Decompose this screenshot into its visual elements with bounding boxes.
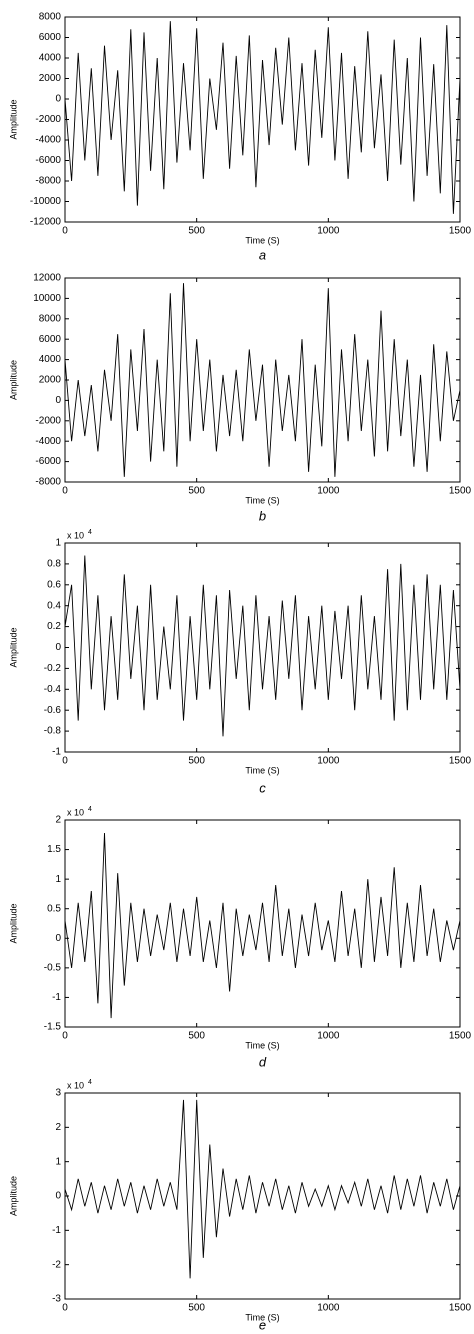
x-axis-label: Time (S): [245, 495, 279, 505]
y-tick-label: -2000: [35, 415, 61, 426]
y-tick-label: -0.2: [44, 663, 62, 674]
x-tick-label: 1500: [449, 486, 472, 497]
y-tick-label: 1.5: [47, 844, 61, 855]
caption: d: [259, 1054, 267, 1069]
plot-frame: [64, 277, 461, 483]
plot-frame: [64, 1092, 461, 1300]
y-tick-label: 2: [55, 815, 61, 826]
y-tick-label: -2: [52, 1259, 61, 1270]
y-tick-label: 2000: [39, 375, 62, 386]
y-tick-label: -4000: [35, 436, 61, 447]
x-tick-label: 0: [62, 1031, 68, 1042]
x-tick-label: 1000: [317, 1303, 340, 1314]
y-tick-label: -1: [52, 747, 61, 758]
y-tick-label: -1: [52, 1225, 61, 1236]
x-tick-label: 0: [62, 486, 68, 497]
signal-line: [64, 21, 461, 214]
x-tick-label: 1500: [449, 756, 472, 767]
x-tick-label: 1000: [317, 1031, 340, 1042]
y-tick-label: 1: [55, 1156, 61, 1167]
caption: a: [259, 247, 266, 262]
y-axis-label: Amplitude: [8, 99, 18, 139]
y-tick-label: 0.6: [47, 579, 61, 590]
x-tick-label: 1000: [317, 226, 340, 237]
y-tick-label: 2000: [39, 73, 62, 84]
y-multiplier: x 10: [67, 807, 84, 817]
signal-line: [64, 832, 461, 1019]
y-tick-label: 0: [55, 94, 61, 105]
y-tick-label: 12000: [33, 273, 61, 284]
x-axis-label: Time (S): [245, 235, 279, 245]
signal-line: [64, 1099, 461, 1279]
y-multiplier-exponent: 4: [88, 529, 92, 536]
x-tick-label: 1000: [317, 756, 340, 767]
y-tick-label: -0.6: [44, 705, 62, 716]
x-axis-label: Time (S): [245, 1040, 279, 1050]
y-tick-label: 4000: [39, 354, 62, 365]
y-tick-label: 6000: [39, 32, 62, 43]
y-multiplier: x 10: [67, 1080, 84, 1090]
plot-frame: [64, 819, 461, 1028]
y-tick-label: 8000: [39, 12, 62, 23]
x-tick-label: 500: [188, 486, 205, 497]
x-tick-label: 1500: [449, 1303, 472, 1314]
y-tick-label: 1: [55, 538, 61, 549]
y-tick-label: 3: [55, 1088, 61, 1099]
x-tick-label: 1500: [449, 1031, 472, 1042]
caption: b: [259, 508, 266, 523]
y-tick-label: 1: [55, 874, 61, 885]
x-tick-label: 500: [188, 1031, 205, 1042]
y-tick-label: -6000: [35, 456, 61, 467]
y-tick-label: 0: [55, 642, 61, 653]
y-multiplier: x 10: [67, 530, 84, 540]
y-tick-label: -0.4: [44, 684, 62, 695]
x-axis-label: Time (S): [245, 1312, 279, 1322]
caption: e: [259, 1317, 266, 1332]
y-axis-label: Amplitude: [8, 360, 18, 400]
x-tick-label: 0: [62, 1303, 68, 1314]
y-tick-label: -12000: [30, 217, 62, 228]
y-multiplier-exponent: 4: [88, 1079, 92, 1086]
y-tick-label: -10000: [30, 196, 62, 207]
y-tick-label: -2000: [35, 114, 61, 125]
y-tick-label: 0.2: [47, 621, 61, 632]
y-tick-label: -0.5: [44, 962, 62, 973]
y-axis-label: Amplitude: [8, 627, 18, 667]
y-tick-label: 0.5: [47, 903, 61, 914]
x-axis-label: Time (S): [245, 765, 279, 775]
y-axis-label: Amplitude: [8, 903, 18, 943]
y-tick-label: -8000: [35, 477, 61, 488]
signal-line: [64, 283, 461, 477]
y-tick-label: -8000: [35, 176, 61, 187]
y-tick-label: 0.4: [47, 600, 61, 611]
y-tick-label: -1.5: [44, 1022, 62, 1033]
y-tick-label: 8000: [39, 313, 62, 324]
y-tick-label: 0: [55, 395, 61, 406]
signal-line: [64, 555, 461, 737]
y-tick-label: -3: [52, 1294, 61, 1305]
y-axis-label: Amplitude: [8, 1176, 18, 1216]
y-tick-label: -0.8: [44, 726, 62, 737]
x-tick-label: 500: [188, 1303, 205, 1314]
y-multiplier-exponent: 4: [88, 806, 92, 813]
x-tick-label: 1000: [317, 486, 340, 497]
y-tick-label: 4000: [39, 53, 62, 64]
y-tick-label: 0: [55, 933, 61, 944]
x-tick-label: 500: [188, 756, 205, 767]
x-tick-label: 500: [188, 226, 205, 237]
y-tick-label: 6000: [39, 334, 62, 345]
x-tick-label: 0: [62, 226, 68, 237]
y-tick-label: -4000: [35, 135, 61, 146]
y-tick-label: 2: [55, 1122, 61, 1133]
y-tick-label: 10000: [33, 293, 61, 304]
caption: c: [259, 780, 266, 795]
y-tick-label: -6000: [35, 155, 61, 166]
x-tick-label: 1500: [449, 226, 472, 237]
y-tick-label: 0: [55, 1191, 61, 1202]
y-tick-label: 0.8: [47, 559, 61, 570]
y-tick-label: -1: [52, 992, 61, 1003]
x-tick-label: 0: [62, 756, 68, 767]
